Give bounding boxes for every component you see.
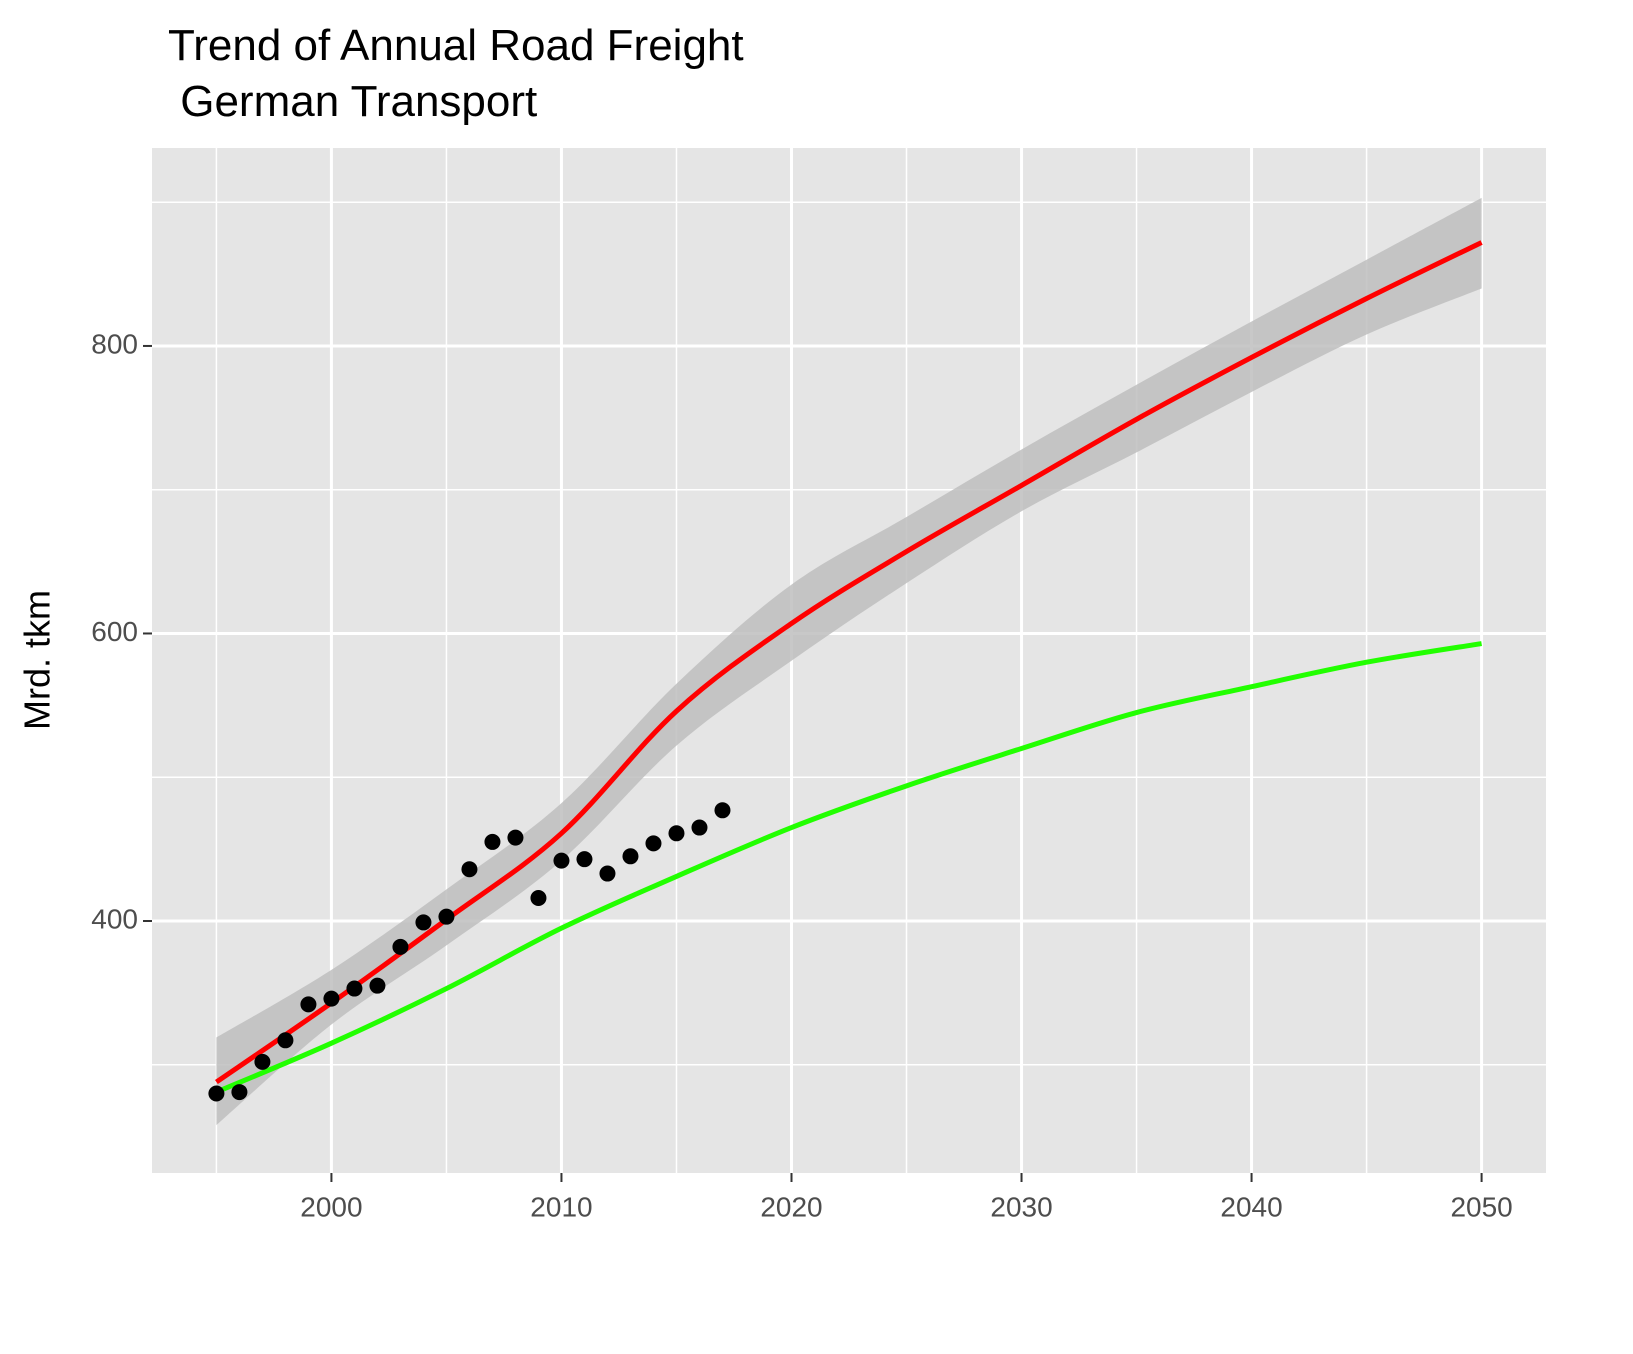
data-point [553, 852, 570, 869]
data-point [668, 825, 685, 842]
trend-line [214, 240, 1483, 1085]
data-point [231, 1084, 248, 1101]
data-point [714, 802, 731, 819]
data-point [438, 908, 455, 925]
data-point [691, 819, 708, 836]
data-point [415, 914, 432, 931]
data-point [645, 835, 662, 852]
y-tick-label: 600 [91, 616, 138, 647]
x-tick-label: 2050 [1450, 1191, 1512, 1222]
data-point [323, 990, 340, 1007]
x-tick-label: 2000 [300, 1191, 362, 1222]
x-tick-label: 2010 [530, 1191, 592, 1222]
x-tick-label: 2020 [760, 1191, 822, 1222]
data-point [599, 865, 616, 882]
projection-line [215, 641, 1482, 1095]
x-tick-label: 2030 [990, 1191, 1052, 1222]
data-point [346, 980, 363, 997]
y-axis-label: Mrd. tkm [17, 590, 58, 730]
data-point [507, 829, 524, 846]
data-point [484, 833, 501, 850]
confidence-band [216, 197, 1482, 1126]
data-point [530, 889, 547, 906]
data-point [392, 938, 409, 955]
data-point [461, 861, 478, 878]
data-point [277, 1032, 294, 1049]
data-point [254, 1053, 271, 1070]
data-point [622, 848, 639, 865]
data-point [576, 851, 593, 868]
data-point [369, 977, 386, 994]
y-tick-label: 800 [91, 328, 138, 359]
data-point [208, 1085, 225, 1102]
x-tick-label: 2040 [1220, 1191, 1282, 1222]
y-tick-label: 400 [91, 903, 138, 934]
data-point [300, 996, 317, 1013]
chart-title: Trend of Annual Road Freight German Tran… [168, 21, 744, 126]
